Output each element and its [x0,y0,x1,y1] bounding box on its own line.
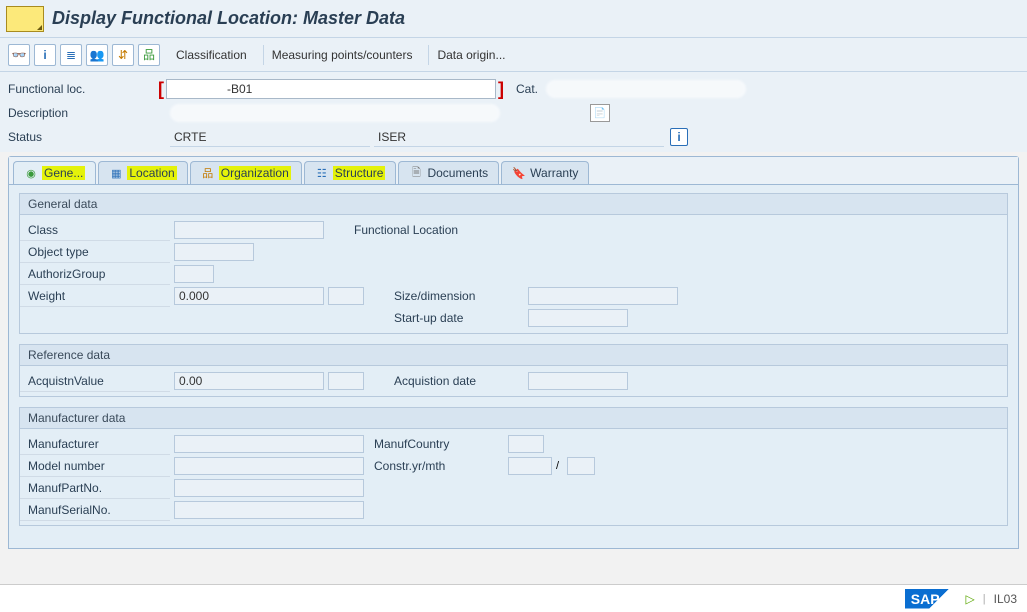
acquistn-value-label: AcquistnValue [20,370,170,392]
tab-location[interactable]: ▦ Location [98,161,187,184]
reference-data-group: Reference data AcquistnValue Acquistion … [19,344,1008,397]
status-input-2 [374,127,664,147]
general-data-group: General data Class Functional Location O… [19,193,1008,334]
measuring-points-link[interactable]: Measuring points/counters [263,45,421,65]
info-icon[interactable]: i [34,44,56,66]
acquistn-currency-input [328,372,364,390]
tab-label: Documents [427,166,488,180]
tab-panel: General data Class Functional Location O… [9,185,1018,548]
tab-label: Location [127,166,176,180]
folder-icon[interactable] [6,6,44,32]
manuf-country-label: ManufCountry [374,437,504,451]
group-title: Manufacturer data [20,408,1007,429]
weight-label: Weight [20,285,170,307]
general-tab-icon: ◉ [24,166,38,180]
status-label: Status [8,130,158,144]
tab-warranty[interactable]: 🔖 Warranty [501,161,589,184]
tcode: IL03 [994,592,1017,606]
manufacturer-label: Manufacturer [20,433,170,455]
redacted-area [170,104,500,122]
manuf-country-input [508,435,544,453]
data-origin-link[interactable]: Data origin... [428,45,513,65]
weight-unit-input [328,287,364,305]
functional-loc-input[interactable] [166,79,496,99]
toolbar: 👓 i ≣ 👥 ⇵ 品 Classification Measuring poi… [0,38,1027,72]
tab-label: Structure [333,166,386,180]
glasses-icon[interactable]: 👓 [8,44,30,66]
organization-tab-icon: 品 [201,166,215,180]
model-number-label: Model number [20,455,170,477]
spacer [20,307,170,329]
acquistn-value-input [174,372,324,390]
manuf-serial-no-input [174,501,364,519]
manuf-serial-no-label: ManufSerialNo. [20,499,170,521]
tab-container: ◉ Gene... ▦ Location 品 Organization ☷ St… [8,156,1019,549]
class-desc: Functional Location [354,223,458,237]
documents-tab-icon: 🗎 [409,166,423,180]
startup-date-label: Start-up date [394,311,524,325]
authoriz-group-input [174,265,214,283]
manufacturer-input [174,435,364,453]
separator: | [983,593,986,605]
title-bar: Display Functional Location: Master Data [0,0,1027,38]
play-icon: ▷ [966,592,975,606]
tab-label: Organization [219,166,291,180]
constr-yr-input [508,457,552,475]
authoriz-group-label: AuthorizGroup [20,263,170,285]
tab-structure[interactable]: ☷ Structure [304,161,397,184]
doc-icon[interactable]: 📄 [590,104,610,122]
classification-link[interactable]: Classification [168,45,255,65]
status-bar: SAP ▷ | IL03 [0,584,1027,612]
constr-mth-input [567,457,595,475]
hierarchy2-icon[interactable]: 品 [138,44,160,66]
constr-sep: / [556,460,559,472]
bracket-right: ] [498,79,504,100]
group-title: Reference data [20,345,1007,366]
group-title: General data [20,194,1007,215]
size-dimension-input [528,287,678,305]
hierarchy1-icon[interactable]: ⇵ [112,44,134,66]
manuf-part-no-label: ManufPartNo. [20,477,170,499]
object-type-label: Object type [20,241,170,263]
structure-tab-icon: ☷ [315,166,329,180]
size-dimension-label: Size/dimension [394,289,524,303]
bracket-left: [ [158,79,164,100]
tab-label: Gene... [42,166,85,180]
people-icon[interactable]: 👥 [86,44,108,66]
tab-organization[interactable]: 品 Organization [190,161,302,184]
model-number-input [174,457,364,475]
startup-date-input [528,309,628,327]
location-tab-icon: ▦ [109,166,123,180]
description-label: Description [8,106,158,120]
manuf-part-no-input [174,479,364,497]
page-title: Display Functional Location: Master Data [52,8,405,29]
tab-label: Warranty [530,166,578,180]
tab-strip: ◉ Gene... ▦ Location 品 Organization ☷ St… [9,157,1018,185]
status-info-button[interactable]: i [670,128,688,146]
tab-general[interactable]: ◉ Gene... [13,161,96,184]
tab-documents[interactable]: 🗎 Documents [398,161,499,184]
status-input-1 [170,127,370,147]
object-type-input [174,243,254,261]
header-form: Functional loc. [ ] Cat. Description 📄 S… [0,72,1027,152]
acquistion-date-input [528,372,628,390]
cat-label: Cat. [516,82,538,96]
redacted-area [546,80,746,98]
sap-logo: SAP [905,589,958,609]
class-label: Class [20,219,170,241]
constr-yr-mth-label: Constr.yr/mth [374,459,504,473]
weight-input [174,287,324,305]
acquistion-date-label: Acquistion date [394,374,524,388]
manufacturer-data-group: Manufacturer data Manufacturer ManufCoun… [19,407,1008,526]
warranty-tab-icon: 🔖 [512,166,526,180]
class-input [174,221,324,239]
list-icon[interactable]: ≣ [60,44,82,66]
functional-loc-label: Functional loc. [8,82,158,96]
